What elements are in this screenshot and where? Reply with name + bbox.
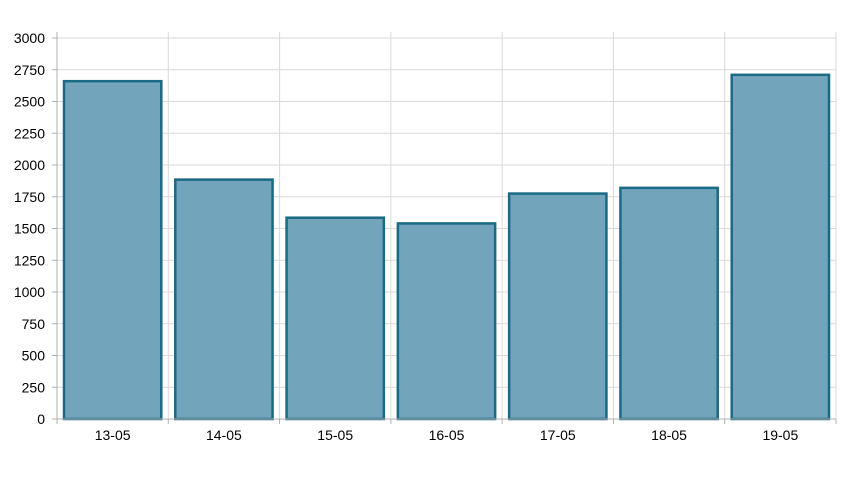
y-tick-label: 750 bbox=[22, 316, 46, 332]
axes bbox=[56, 32, 836, 420]
x-tick-label: 14-05 bbox=[206, 427, 242, 443]
y-tick-label: 3000 bbox=[14, 30, 45, 46]
x-tick-label: 15-05 bbox=[317, 427, 353, 443]
y-tick-label: 1000 bbox=[14, 284, 45, 300]
bar-14-05 bbox=[174, 178, 274, 421]
y-tick-label: 250 bbox=[22, 379, 46, 395]
vertical-gridlines bbox=[167, 32, 837, 419]
y-tick-label: 2000 bbox=[14, 157, 45, 173]
x-tick-label: 16-05 bbox=[429, 427, 465, 443]
y-tick-label: 500 bbox=[22, 348, 46, 364]
bar-13-05 bbox=[62, 79, 163, 421]
x-axis-ticks: 13-05 14-05 15-05 16-05 17-05 18-05 19-05 bbox=[56, 419, 837, 443]
bars bbox=[62, 73, 831, 421]
y-tick-label: 0 bbox=[37, 411, 45, 427]
y-axis-ticks: 0 250 500 750 1000 1250 1500 1750 2000 2250 2500 27… bbox=[14, 30, 57, 427]
x-tick-label: 18-05 bbox=[651, 427, 687, 443]
bar-18-05 bbox=[619, 186, 719, 421]
y-tick-label: 1750 bbox=[14, 189, 45, 205]
bar-19-05 bbox=[730, 73, 831, 421]
y-tick-label: 2750 bbox=[14, 62, 45, 78]
bar-17-05 bbox=[507, 192, 608, 421]
x-tick-label: 17-05 bbox=[540, 427, 576, 443]
y-tick-label: 1500 bbox=[14, 221, 45, 237]
y-tick-label: 2500 bbox=[14, 94, 45, 110]
x-tick-label: 13-05 bbox=[95, 427, 131, 443]
bar-15-05 bbox=[285, 216, 386, 421]
x-tick-label: 19-05 bbox=[762, 427, 798, 443]
y-tick-label: 1250 bbox=[14, 252, 45, 268]
y-tick-label: 2250 bbox=[14, 125, 45, 141]
bar-16-05 bbox=[396, 222, 497, 421]
